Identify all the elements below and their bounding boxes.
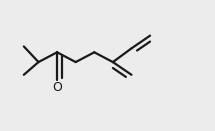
Text: O: O <box>52 81 62 94</box>
